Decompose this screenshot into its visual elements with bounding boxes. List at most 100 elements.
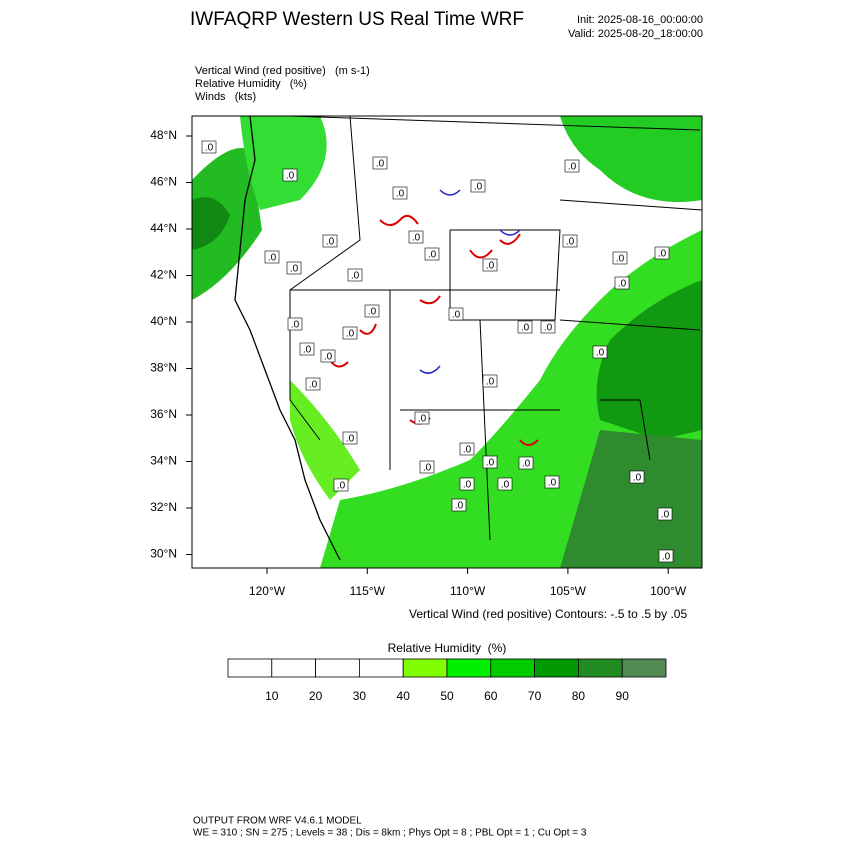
- contour-label-box: [414, 411, 430, 425]
- contour-label-box: [201, 140, 217, 154]
- field-label: Winds (kts): [195, 91, 256, 103]
- colorbar-tick-label: 90: [616, 689, 630, 703]
- contour-label-box: [629, 470, 645, 484]
- contour-label: .0: [662, 552, 671, 563]
- humidity-region: [240, 116, 327, 210]
- colorbar-tick-label: 80: [572, 689, 586, 703]
- contour-label-box: [333, 478, 349, 492]
- lat-label: 46°N: [150, 175, 177, 189]
- lon-label: 120°W: [249, 584, 286, 598]
- contour-label: .0: [568, 162, 577, 173]
- contour-label: .0: [351, 271, 360, 282]
- contour-label: .0: [521, 323, 530, 334]
- contour-label: .0: [309, 380, 318, 391]
- lat-label: 42°N: [150, 268, 177, 282]
- contour-label-box: [482, 374, 498, 388]
- contour-label-box: [592, 345, 608, 359]
- colorbar-box: [227, 658, 273, 678]
- contour-label-box: [347, 268, 363, 282]
- colorbar-tick-label: 60: [484, 689, 498, 703]
- lat-label: 34°N: [150, 454, 177, 468]
- humidity-region: [290, 380, 360, 500]
- contour-label-box: [540, 320, 556, 334]
- lat-label: 30°N: [150, 547, 177, 561]
- contour-label-box: [459, 477, 475, 491]
- contour-label-box: [654, 246, 670, 260]
- contour-label: .0: [291, 320, 300, 331]
- contour-label: .0: [268, 253, 277, 264]
- colorbar-tick-label: 40: [397, 689, 411, 703]
- map-area: [192, 116, 702, 568]
- colorbar-tick-label: 50: [440, 689, 454, 703]
- contour-label-box: [448, 307, 464, 321]
- contour-label-box: [518, 456, 534, 470]
- lat-label: 40°N: [150, 314, 177, 328]
- colorbar-title: Relative Humidity (%): [388, 641, 507, 655]
- contour-label-box: [517, 320, 533, 334]
- contour-label: .0: [324, 352, 333, 363]
- colorbar-box: [271, 658, 316, 678]
- footer-line: WE = 310 ; SN = 275 ; Levels = 38 ; Dis …: [193, 828, 587, 839]
- contour-label-box: [544, 475, 560, 489]
- lat-label: 48°N: [150, 128, 177, 142]
- contour-label: .0: [463, 445, 472, 456]
- contour-label-box: [342, 326, 358, 340]
- contour-label-box: [470, 179, 486, 193]
- contour-label: .0: [412, 233, 421, 244]
- contour-label-box: [419, 460, 435, 474]
- humidity-region: [560, 430, 702, 568]
- contour-label: .0: [418, 414, 427, 425]
- lat-label: 44°N: [150, 221, 177, 235]
- contour-label-box: [364, 304, 380, 318]
- contour-label: .0: [205, 143, 214, 154]
- contour-label-box: [658, 549, 674, 563]
- contour-label: .0: [522, 459, 531, 470]
- colorbar-box: [446, 658, 492, 678]
- contour-label-box: [282, 168, 298, 182]
- contour-label: .0: [658, 249, 667, 260]
- lat-label: 38°N: [150, 361, 177, 375]
- contour-label-box: [612, 251, 628, 265]
- contour-label: .0: [501, 480, 510, 491]
- contour-label-box: [657, 507, 673, 521]
- lon-label: 100°W: [650, 584, 687, 598]
- contour-label: .0: [548, 478, 557, 489]
- contour-label: .0: [368, 307, 377, 318]
- contour-label: .0: [633, 473, 642, 484]
- lon-label: 105°W: [550, 584, 587, 598]
- contour-label-box: [264, 250, 280, 264]
- contour-label-box: [392, 186, 408, 200]
- contour-label: .0: [452, 310, 461, 321]
- colorbar-box: [578, 658, 623, 678]
- contour-label-box: [562, 234, 578, 248]
- contour-label: .0: [346, 329, 355, 340]
- contour-label-box: [320, 349, 336, 363]
- contour-label: .0: [346, 434, 355, 445]
- field-label: Relative Humidity (%): [195, 78, 307, 90]
- contour-label: .0: [566, 237, 575, 248]
- contour-label-box: [299, 342, 315, 356]
- contour-label-box: [459, 442, 475, 456]
- contour-label: .0: [303, 345, 312, 356]
- valid-time: Valid: 2025-08-20_18:00:00: [568, 28, 703, 40]
- contour-label: .0: [396, 189, 405, 200]
- vertical-wind-contours: [419, 189, 521, 374]
- colorbar-tick-label: 30: [353, 689, 367, 703]
- contour-label: .0: [376, 159, 385, 170]
- colorbar-box: [315, 658, 360, 678]
- contour-label: .0: [616, 254, 625, 265]
- contour-label: .0: [486, 377, 495, 388]
- contour-label-box: [322, 234, 338, 248]
- contour-label-box: [482, 258, 498, 272]
- contour-label: .0: [661, 510, 670, 521]
- colorbar-tick-label: 10: [265, 689, 279, 703]
- title: IWFAQRP Western US Real Time WRF: [190, 9, 524, 30]
- contour-label-box: [424, 247, 440, 261]
- lat-label: 32°N: [150, 500, 177, 514]
- footer-line: OUTPUT FROM WRF V4.6.1 MODEL: [193, 816, 362, 827]
- contour-label-box: [564, 159, 580, 173]
- contour-label: .0: [455, 501, 464, 512]
- colorbar-box: [490, 658, 535, 678]
